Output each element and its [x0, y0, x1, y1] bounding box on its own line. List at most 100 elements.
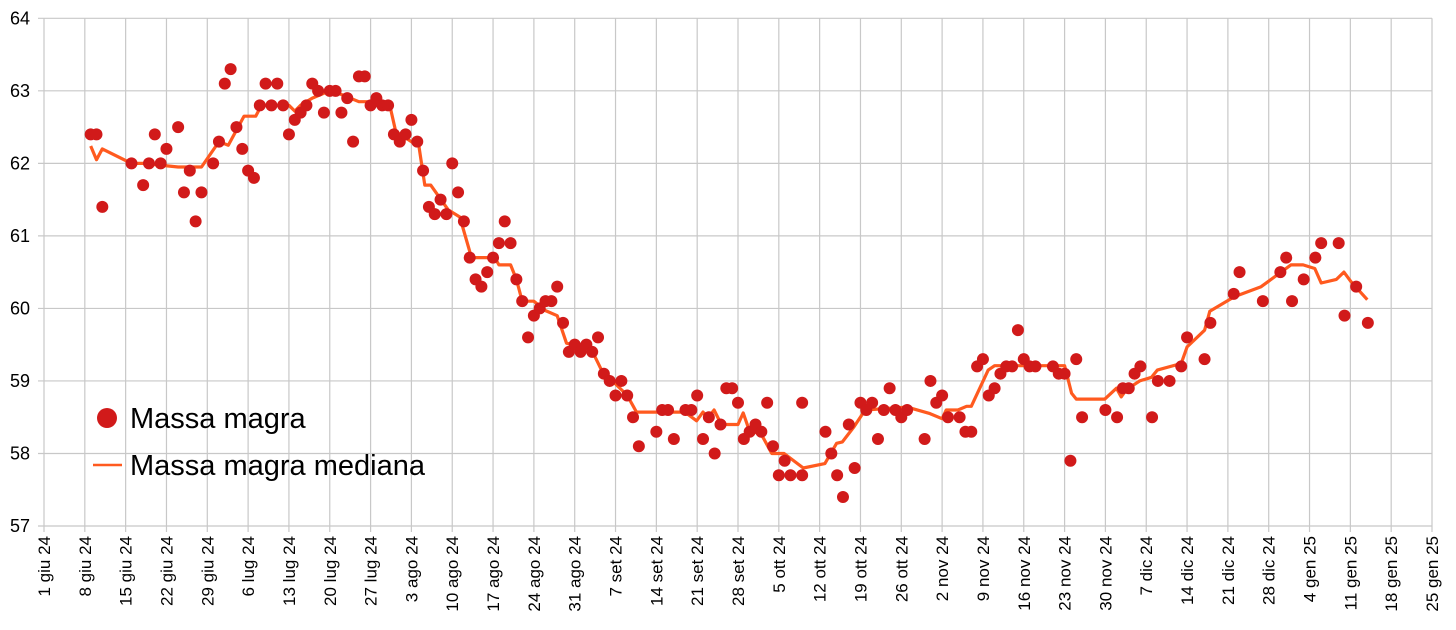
data-point — [557, 316, 570, 329]
data-point — [621, 389, 634, 402]
data-point — [953, 411, 966, 424]
data-point — [440, 208, 453, 221]
data-point — [819, 425, 832, 438]
data-point — [411, 135, 424, 148]
x-tick-label: 9 nov 24 — [974, 536, 993, 601]
data-point — [609, 389, 622, 402]
data-point — [901, 403, 914, 416]
data-point — [1029, 360, 1042, 373]
data-point — [1122, 382, 1135, 395]
x-tick-label: 21 dic 24 — [1219, 536, 1238, 605]
data-point — [941, 411, 954, 424]
series-points-massa-magra — [84, 63, 1374, 503]
data-point — [836, 490, 849, 503]
data-point — [405, 113, 418, 126]
y-tick-label: 63 — [10, 81, 30, 101]
x-tick-label: 31 ago 24 — [566, 536, 585, 612]
data-point — [1111, 411, 1124, 424]
data-point — [1280, 251, 1293, 264]
data-point — [1332, 237, 1345, 250]
data-point — [842, 418, 855, 431]
x-tick-label: 1 giu 24 — [35, 536, 54, 597]
x-tick-label: 13 lug 24 — [280, 536, 299, 606]
data-point — [1058, 367, 1071, 380]
x-tick-label: 8 giu 24 — [76, 536, 95, 597]
data-point — [1099, 403, 1112, 416]
data-point — [1076, 411, 1089, 424]
data-point — [434, 193, 447, 206]
data-point — [1350, 280, 1363, 293]
y-axis-tick-labels: 57 58 59 60 61 62 63 64 — [10, 8, 30, 536]
data-point — [848, 461, 861, 474]
x-tick-label: 26 ott 24 — [892, 536, 911, 602]
x-tick-label: 14 set 24 — [647, 536, 666, 606]
data-point — [732, 396, 744, 409]
data-point — [796, 469, 809, 482]
data-point — [487, 251, 500, 264]
data-point — [871, 432, 884, 445]
y-tick-label: 62 — [10, 153, 30, 173]
data-point — [1064, 454, 1077, 467]
x-tick-label: 25 gen 25 — [1423, 536, 1442, 612]
data-point — [207, 157, 220, 170]
data-point — [924, 374, 937, 387]
data-point — [317, 106, 330, 119]
data-point — [160, 142, 173, 155]
data-point — [329, 84, 342, 97]
x-tick-label: 17 ago 24 — [484, 536, 503, 612]
x-tick-label: 19 ott 24 — [851, 536, 870, 602]
data-point — [1286, 295, 1299, 308]
data-point — [1256, 295, 1269, 308]
data-point — [452, 186, 465, 199]
data-point — [1070, 353, 1083, 366]
data-point — [125, 157, 138, 170]
x-tick-label: 27 lug 24 — [362, 536, 381, 606]
data-point — [428, 208, 441, 221]
x-tick-label: 4 gen 25 — [1301, 536, 1320, 602]
x-tick-label: 12 ott 24 — [811, 536, 830, 602]
data-point — [218, 77, 231, 90]
data-point — [498, 215, 511, 228]
legend: Massa magra Massa magra mediana — [93, 403, 426, 482]
x-tick-label: 7 dic 24 — [1137, 536, 1156, 596]
y-tick-label: 59 — [10, 371, 30, 391]
legend-marker-massa-magra — [97, 408, 117, 428]
data-point — [358, 70, 371, 83]
data-point — [1146, 411, 1159, 424]
data-point — [662, 403, 675, 416]
data-point — [831, 469, 844, 482]
data-point — [1227, 287, 1240, 300]
data-point — [492, 237, 505, 250]
data-point — [154, 157, 167, 170]
x-tick-label: 20 lug 24 — [321, 536, 340, 606]
x-tick-label: 28 set 24 — [729, 536, 748, 606]
data-point — [382, 99, 395, 112]
data-point — [545, 295, 558, 308]
data-point — [300, 99, 313, 112]
data-point — [189, 215, 202, 228]
data-point — [271, 77, 284, 90]
y-tick-label: 58 — [10, 443, 30, 463]
data-point — [96, 200, 109, 213]
x-tick-label: 16 nov 24 — [1015, 536, 1034, 611]
x-tick-label: 3 ago 24 — [402, 536, 421, 602]
data-point — [592, 331, 605, 344]
data-point — [504, 237, 517, 250]
data-point — [312, 84, 325, 97]
data-point — [627, 411, 640, 424]
data-point — [148, 128, 161, 141]
data-point — [90, 128, 103, 141]
data-point — [1233, 266, 1246, 279]
x-tick-label: 14 dic 24 — [1178, 536, 1197, 605]
data-point — [236, 142, 249, 155]
data-point — [195, 186, 208, 199]
data-point — [877, 403, 890, 416]
data-point — [446, 157, 459, 170]
data-point — [265, 99, 278, 112]
data-point — [883, 382, 896, 395]
data-point — [516, 295, 529, 308]
data-point — [417, 164, 430, 177]
x-axis-tick-labels: 1 giu 24 8 giu 24 15 giu 24 22 giu 24 29 giu… — [35, 536, 1442, 612]
x-tick-label: 30 nov 24 — [1096, 536, 1115, 611]
